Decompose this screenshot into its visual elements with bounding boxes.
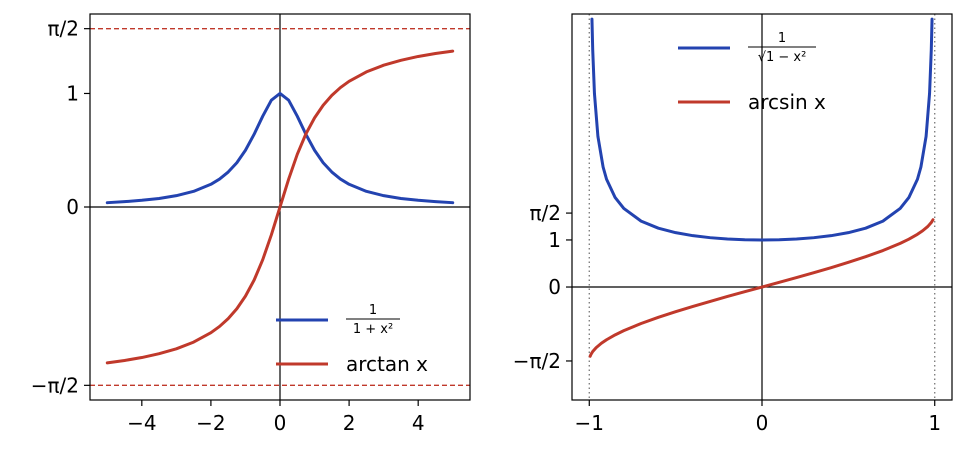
y-tick-label: 1 xyxy=(66,81,79,105)
x-tick-label: −2 xyxy=(196,411,225,435)
x-tick-label: 0 xyxy=(756,411,769,435)
left-chart: −4 −2 0 2 4 −π/2 0 1 π/2 1 1 + x² arctan x xyxy=(31,13,471,435)
series-line-1 xyxy=(105,49,455,365)
x-tick-label: −4 xyxy=(127,411,156,435)
x-tick-label: 4 xyxy=(412,411,425,435)
legend-numerator: 1 xyxy=(369,303,377,318)
x-tick-label: 2 xyxy=(343,411,356,435)
x-tick-label: −1 xyxy=(575,411,604,435)
y-tick-label: π/2 xyxy=(529,201,561,225)
y-tick-label: 1 xyxy=(548,228,561,252)
legend-denominator: 1 + x² xyxy=(353,322,393,337)
series-group xyxy=(588,17,935,358)
y-tick-label: 0 xyxy=(548,275,561,299)
series-line-0 xyxy=(105,91,455,205)
legend: 1 1 + x² arctan x xyxy=(276,303,428,376)
x-tick-label: 1 xyxy=(928,411,941,435)
legend-label-1: arctan x xyxy=(346,352,428,376)
x-tick-label: 0 xyxy=(274,411,287,435)
series-line-1 xyxy=(588,218,935,358)
y-tick-label: −π/2 xyxy=(513,349,561,373)
legend-numerator: 1 xyxy=(778,31,786,46)
series-line-0 xyxy=(590,17,934,242)
legend-label-1: arcsin x xyxy=(748,90,826,114)
y-tick-label: 0 xyxy=(66,195,79,219)
legend-denominator: √1 − x² xyxy=(758,50,807,65)
y-tick-label: −π/2 xyxy=(31,373,79,397)
legend: 1 √1 − x² arcsin x xyxy=(678,31,826,114)
y-tick-label: π/2 xyxy=(47,17,79,41)
series-group xyxy=(105,49,455,365)
right-chart: −1 0 1 −π/2 0 1 π/2 1 √1 − x² arcsin x xyxy=(513,13,953,435)
